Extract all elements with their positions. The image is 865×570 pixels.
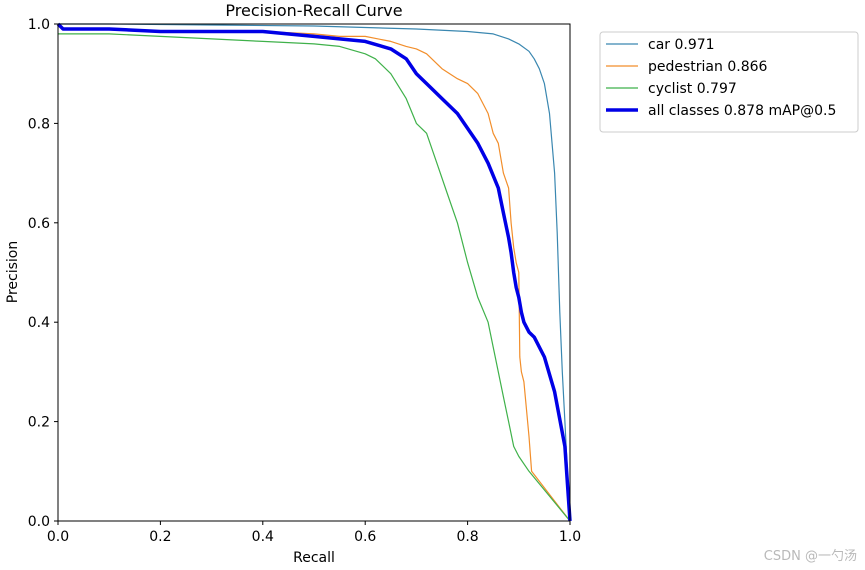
x-tick-label: 0.4 bbox=[252, 529, 274, 545]
series-line-1 bbox=[57, 23, 571, 522]
plot-frame bbox=[57, 23, 571, 522]
legend-label: cyclist 0.797 bbox=[648, 81, 737, 97]
x-tick-label: 1.0 bbox=[559, 529, 581, 545]
legend-box bbox=[599, 31, 859, 133]
y-tick-label: 0.8 bbox=[28, 116, 50, 132]
x-tick-label: 0.8 bbox=[456, 529, 478, 545]
x-axis-title: Recall bbox=[293, 550, 335, 566]
plot-area bbox=[56, 22, 572, 522]
watermark: CSDN @一勺汤 bbox=[763, 549, 857, 564]
y-tick-label: 0.4 bbox=[28, 315, 50, 331]
x-tick-label: 0.2 bbox=[149, 529, 171, 545]
legend-label: all classes 0.878 mAP@0.5 bbox=[648, 103, 836, 119]
x-tick-label: 0.0 bbox=[47, 529, 69, 545]
y-axis-title: Precision bbox=[5, 241, 21, 303]
y-tick-label: 0.0 bbox=[28, 514, 50, 530]
axes: 0.0 0.2 0.4 0.6 0.8 1.0 0.0 0.2 0.4 0.6 0.8 1.0 bbox=[28, 17, 581, 545]
y-tick-label: 1.0 bbox=[28, 17, 50, 33]
series-line-2 bbox=[58, 33, 571, 522]
legend-label: car 0.971 bbox=[648, 37, 715, 53]
y-tick-label: 0.6 bbox=[28, 216, 50, 232]
y-tick-label: 0.2 bbox=[28, 415, 50, 431]
series-line-0 bbox=[58, 23, 571, 522]
legend: car 0.971 pedestrian 0.866 cyclist 0.797 al… bbox=[599, 31, 859, 133]
legend-label: pedestrian 0.866 bbox=[648, 59, 768, 75]
x-tick-label: 0.6 bbox=[354, 529, 376, 545]
series-line-3 bbox=[56, 22, 572, 522]
chart-title: Precision-Recall Curve bbox=[225, 1, 402, 20]
